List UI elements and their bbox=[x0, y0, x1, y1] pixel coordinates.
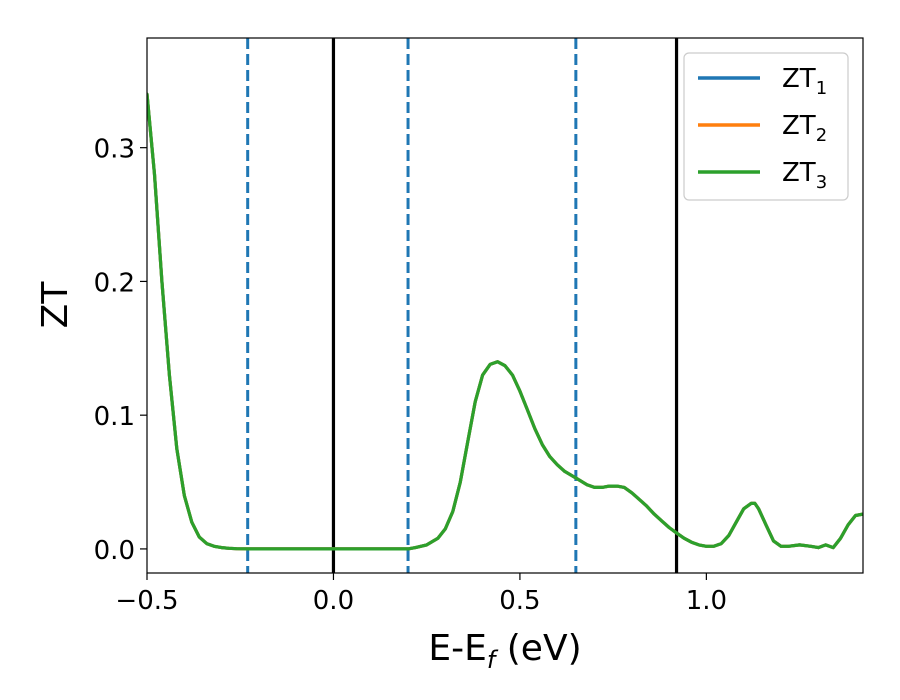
x-tick-label-3: 1.0 bbox=[686, 586, 727, 616]
legend: ZT1 ZT2 ZT3 bbox=[683, 52, 849, 201]
legend-label-zt2: ZT2 bbox=[782, 111, 827, 146]
plot-frame bbox=[146, 37, 864, 574]
x-axis-label: E-Ef (eV) bbox=[428, 628, 581, 674]
x-tick-label-0: −0.5 bbox=[115, 586, 178, 616]
y-tick-label-3: 0.3 bbox=[94, 135, 135, 165]
series-line-zt3 bbox=[147, 92, 863, 551]
x-tick-label-1: 0.0 bbox=[313, 586, 354, 616]
y-ticks: 0.0 0.1 0.2 0.3 bbox=[94, 135, 147, 566]
x-tick-label-2: 0.5 bbox=[499, 586, 540, 616]
y-tick-label-1: 0.1 bbox=[94, 402, 135, 432]
y-tick-label-0: 0.0 bbox=[94, 536, 135, 566]
series-lines bbox=[147, 92, 863, 551]
legend-label-zt1: ZT1 bbox=[782, 64, 827, 99]
legend-label-zt3: ZT3 bbox=[782, 158, 827, 193]
y-axis-label: ZT bbox=[35, 281, 76, 329]
x-ticks: −0.5 0.0 0.5 1.0 bbox=[115, 573, 727, 616]
y-tick-label-2: 0.2 bbox=[94, 268, 135, 298]
legend-box bbox=[683, 52, 849, 201]
reference-lines bbox=[246, 38, 679, 573]
x-axis-label-tail: (eV) bbox=[495, 628, 581, 669]
